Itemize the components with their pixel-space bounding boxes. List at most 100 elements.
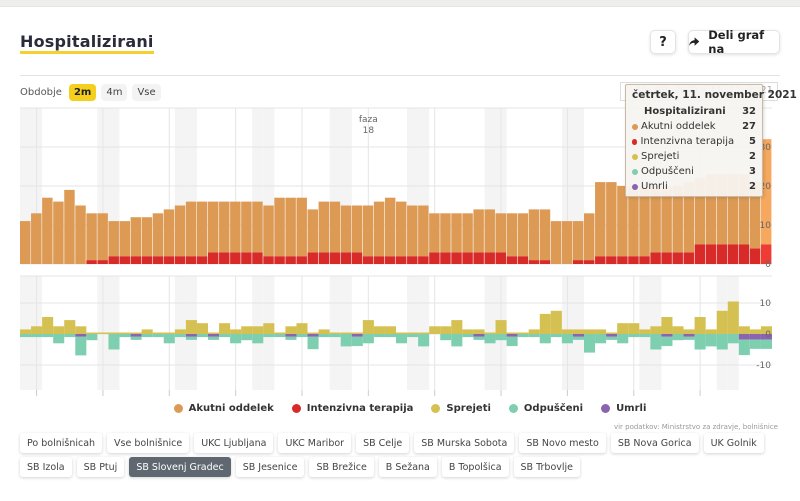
bar-odpusceni[interactable] (617, 334, 629, 344)
bar-odpusceni[interactable] (307, 336, 319, 350)
bar-akutni[interactable] (572, 221, 584, 261)
bar-odpusceni[interactable] (340, 334, 352, 347)
hospital-button[interactable]: SB Trbovlje (513, 457, 580, 477)
bar-akutni[interactable] (539, 209, 551, 261)
bar-intenzivna[interactable] (141, 256, 153, 264)
bar-akutni[interactable] (473, 209, 484, 253)
bar-intenzivna[interactable] (694, 244, 706, 265)
bar-intenzivna[interactable] (362, 256, 374, 264)
bar-intenzivna[interactable] (650, 252, 661, 264)
bar-sprejeti[interactable] (285, 326, 297, 334)
bar-sprejeti[interactable] (307, 332, 319, 335)
bar-odpusceni[interactable] (683, 336, 695, 340)
bar-sprejeti[interactable] (152, 332, 164, 335)
bar-akutni[interactable] (230, 201, 241, 253)
bar-akutni[interactable] (75, 205, 86, 265)
bar-umrli[interactable] (760, 334, 772, 340)
bar-akutni[interactable] (617, 186, 628, 257)
bar-odpusceni[interactable] (373, 334, 385, 338)
bar-sprejeti[interactable] (628, 323, 640, 334)
bar-akutni[interactable] (429, 213, 440, 253)
bar-sprejeti[interactable] (274, 332, 286, 335)
bar-intenzivna[interactable] (252, 252, 263, 264)
hospital-button[interactable]: SB Ptuj (76, 457, 125, 477)
bar-sprejeti[interactable] (429, 326, 441, 334)
bar-odpusceni[interactable] (517, 334, 529, 338)
bar-akutni[interactable] (595, 182, 606, 257)
bar-sprejeti[interactable] (462, 329, 474, 334)
bar-akutni[interactable] (528, 209, 540, 261)
bar-intenzivna[interactable] (86, 260, 97, 264)
bar-akutni[interactable] (318, 201, 330, 253)
bar-sprejeti[interactable] (760, 326, 772, 334)
bar-intenzivna[interactable] (473, 252, 484, 264)
bar-sprejeti[interactable] (31, 326, 43, 334)
bar-sprejeti[interactable] (130, 332, 142, 335)
bar-akutni[interactable] (584, 213, 595, 261)
bar-intenzivna[interactable] (749, 248, 761, 264)
bar-akutni[interactable] (440, 213, 451, 253)
bar-umrli[interactable] (208, 334, 220, 337)
bar-umrli[interactable] (473, 334, 485, 337)
bar-intenzivna[interactable] (340, 252, 352, 264)
bar-intenzivna[interactable] (108, 256, 119, 264)
bar-akutni[interactable] (760, 139, 772, 245)
bar-odpusceni[interactable] (163, 334, 175, 344)
bar-umrli[interactable] (683, 334, 695, 337)
bar-akutni[interactable] (384, 197, 396, 257)
bar-odpusceni[interactable] (196, 334, 208, 338)
bar-umrli[interactable] (749, 334, 761, 340)
bar-akutni[interactable] (141, 217, 153, 257)
bar-umrli[interactable] (75, 334, 87, 337)
bar-sprejeti[interactable] (506, 332, 518, 335)
bar-odpusceni[interactable] (628, 334, 640, 338)
bar-odpusceni[interactable] (473, 336, 485, 340)
bar-odpusceni[interactable] (119, 334, 131, 338)
bar-odpusceni[interactable] (185, 336, 197, 340)
bar-akutni[interactable] (694, 178, 706, 245)
bar-sprejeti[interactable] (141, 329, 153, 334)
bar-akutni[interactable] (362, 205, 374, 257)
bar-sprejeti[interactable] (163, 332, 175, 335)
bar-sprejeti[interactable] (108, 332, 120, 335)
bar-odpusceni[interactable] (716, 334, 728, 350)
bar-akutni[interactable] (185, 201, 197, 257)
help-button[interactable]: ? (650, 30, 676, 54)
bar-sprejeti[interactable] (373, 326, 385, 334)
share-button[interactable]: Deli graf na (688, 28, 780, 56)
bar-odpusceni[interactable] (329, 334, 341, 338)
bar-odpusceni[interactable] (396, 334, 408, 344)
bar-sprejeti[interactable] (705, 329, 717, 334)
bar-sprejeti[interactable] (296, 323, 308, 334)
legend-item-akutni[interactable]: Akutni oddelek (173, 403, 274, 414)
legend-item-umrli[interactable]: Umrli (601, 403, 646, 414)
bar-odpusceni[interactable] (42, 334, 54, 338)
bar-odpusceni[interactable] (418, 334, 430, 347)
bar-intenzivna[interactable] (274, 256, 285, 264)
bar-odpusceni[interactable] (53, 334, 65, 344)
bar-sprejeti[interactable] (727, 301, 739, 335)
bar-intenzivna[interactable] (152, 256, 164, 264)
bar-intenzivna[interactable] (495, 252, 506, 264)
bar-akutni[interactable] (241, 201, 252, 253)
bar-umrli[interactable] (130, 334, 142, 337)
bar-odpusceni[interactable] (296, 334, 308, 338)
bar-odpusceni[interactable] (252, 334, 264, 344)
bar-odpusceni[interactable] (595, 334, 607, 344)
bar-akutni[interactable] (152, 213, 164, 257)
bar-sprejeti[interactable] (595, 329, 607, 334)
bar-umrli[interactable] (351, 334, 363, 337)
bar-intenzivna[interactable] (163, 256, 175, 264)
bar-odpusceni[interactable] (561, 334, 573, 344)
bar-odpusceni[interactable] (539, 334, 551, 344)
bar-intenzivna[interactable] (230, 252, 241, 264)
bar-odpusceni[interactable] (285, 336, 297, 340)
bar-sprejeti[interactable] (683, 329, 695, 334)
bar-odpusceni[interactable] (550, 334, 562, 338)
period-2m-button[interactable]: 2m (68, 84, 97, 101)
bar-sprejeti[interactable] (53, 326, 65, 334)
bar-akutni[interactable] (661, 186, 672, 253)
bar-odpusceni[interactable] (384, 334, 396, 338)
bar-intenzivna[interactable] (296, 256, 307, 264)
bar-intenzivna[interactable] (484, 252, 495, 264)
